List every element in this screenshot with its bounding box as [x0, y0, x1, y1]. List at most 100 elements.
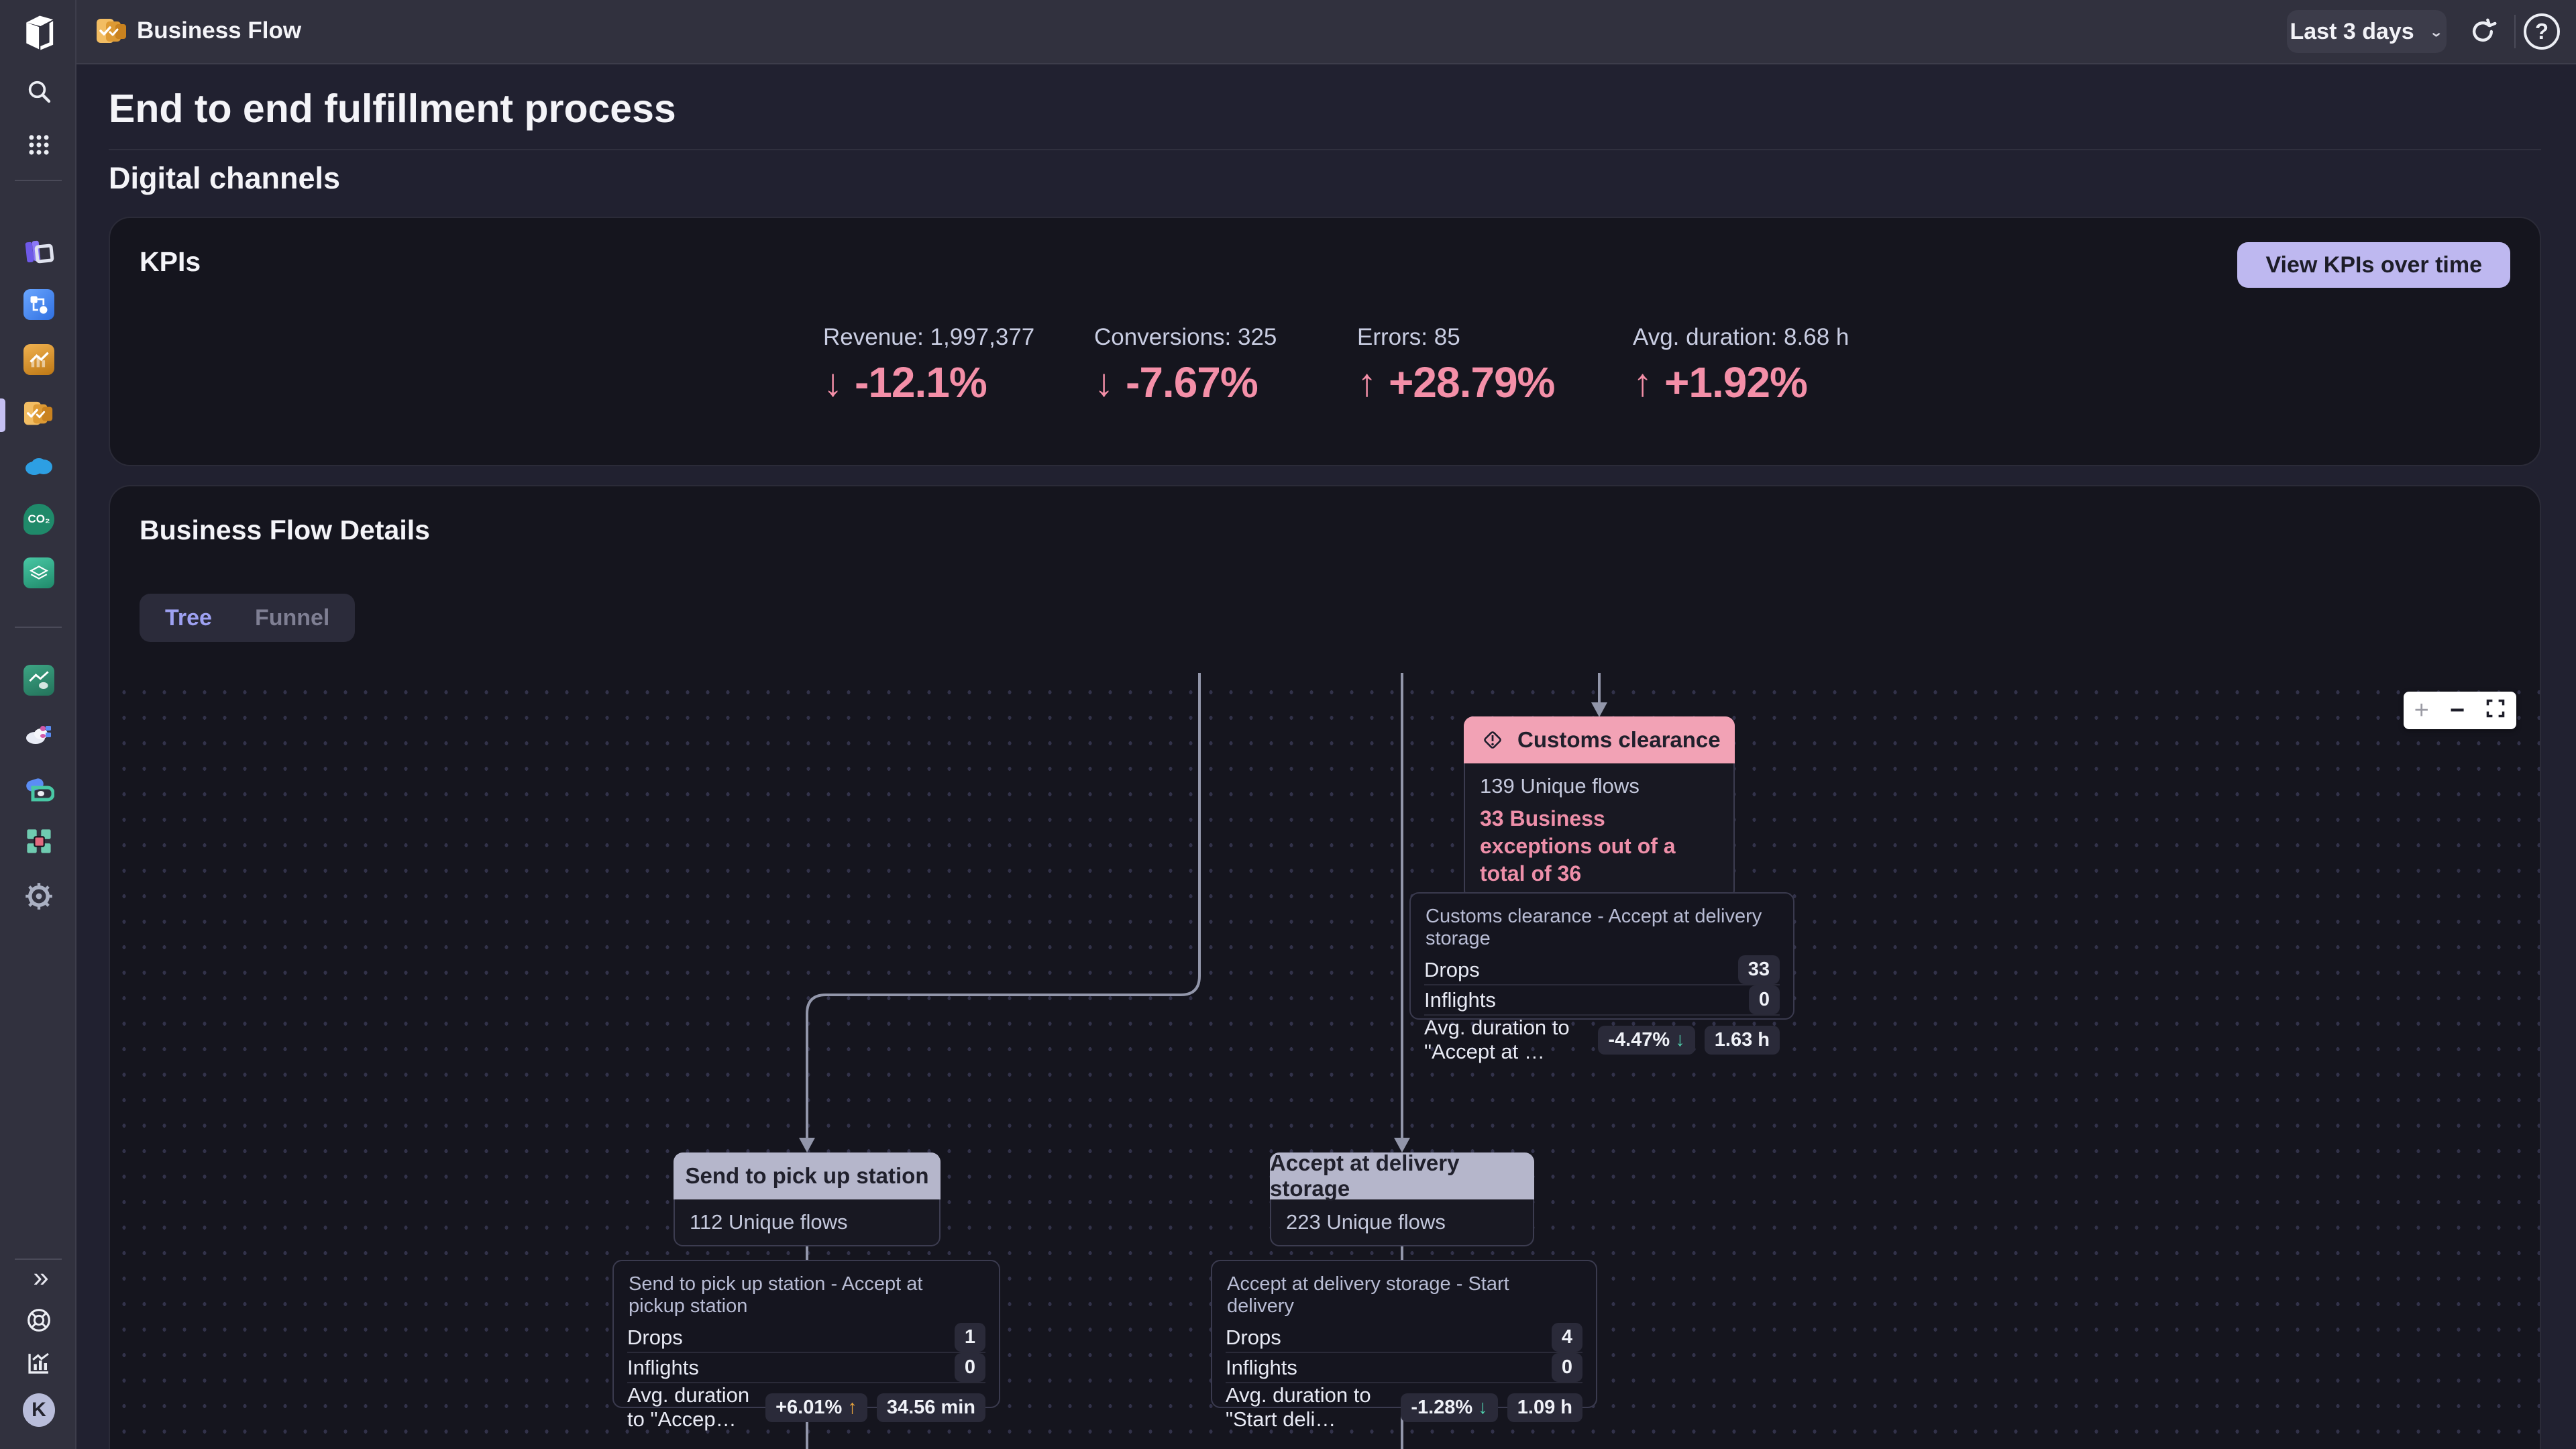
kpi-change-value: +28.79%: [1389, 358, 1555, 407]
edge-to-send-node: [806, 673, 1201, 1138]
row-label: Avg. duration to "Accep…: [627, 1383, 750, 1431]
arrow-up-icon: ↑: [1633, 360, 1652, 405]
edge-card-title: Accept at delivery storage - Start deliv…: [1227, 1273, 1509, 1317]
zoom-in-button[interactable]: +: [2414, 696, 2429, 724]
kpi-panel-title: KPIs: [140, 246, 201, 277]
flow-edges: [799, 673, 1607, 1449]
question-mark-icon: ?: [2534, 19, 2549, 44]
arrow-down-icon: ↓: [1094, 360, 1114, 405]
arrow-up-icon: ↑: [1357, 360, 1377, 405]
row-label: Inflights: [627, 1355, 699, 1379]
app-sidebar: CO₂: [0, 0, 76, 1449]
inflights-row: Inflights 0: [627, 1352, 985, 1382]
inflights-value-badge: 0: [954, 1353, 985, 1382]
drops-row: Drops 4: [1226, 1323, 1582, 1352]
active-app-indicator: [0, 398, 5, 432]
business-exceptions-text: 33 Business exceptions out of a total of…: [1480, 806, 1676, 885]
fit-screen-button[interactable]: [2485, 698, 2506, 723]
kpi-label: Avg. duration: 8.68 h: [1633, 324, 1849, 350]
double-chevron-right-icon: »: [33, 1261, 48, 1293]
node-header: Accept at delivery storage: [1270, 1150, 1534, 1201]
usage-chart-icon[interactable]: [23, 1347, 55, 1379]
arrowhead: [1394, 1138, 1410, 1152]
drops-value-badge: 4: [1551, 1323, 1582, 1352]
kpi-change-value: +1.92%: [1664, 358, 1808, 407]
help-button[interactable]: ?: [2524, 13, 2560, 50]
unique-flows-text: 112 Unique flows: [690, 1210, 848, 1234]
unique-flows-text: 223 Unique flows: [1286, 1210, 1446, 1234]
row-label: Avg. duration to "Start deli…: [1226, 1383, 1371, 1431]
arrow-down-icon: ↓: [823, 360, 843, 405]
dynatrace-logo-icon[interactable]: [17, 12, 59, 54]
row-label: Inflights: [1226, 1355, 1297, 1379]
sidebar-item-services[interactable]: [23, 773, 55, 805]
node-header-error: Customs clearance: [1464, 716, 1735, 763]
sidebar-item-kubernetes[interactable]: [23, 825, 55, 857]
kpi-revenue: Revenue: 1,997,377 ↓ -12.1%: [823, 324, 1034, 407]
tab-funnel[interactable]: Funnel: [254, 604, 330, 631]
topbar-divider: [2514, 15, 2516, 48]
sidebar-item-reports[interactable]: [23, 664, 55, 696]
diagram-zoom-controls: + −: [2404, 692, 2516, 729]
user-avatar[interactable]: K: [23, 1393, 55, 1427]
details-panel-title: Business Flow Details: [140, 515, 430, 545]
row-label: Drops: [1424, 957, 1480, 981]
kpi-conversions: Conversions: 325 ↓ -7.67%: [1094, 324, 1277, 407]
edge-card-customs-to-accept[interactable]: Customs clearance - Accept at delivery s…: [1409, 892, 1794, 1063]
inflights-row: Inflights 0: [1424, 984, 1780, 1014]
duration-value-badge: 1.09 h: [1507, 1393, 1582, 1422]
chevron-down-icon: ⌄: [2428, 23, 2444, 40]
support-lifering-icon[interactable]: [23, 1304, 55, 1336]
node-accept-at-delivery-storage[interactable]: Accept at delivery storage 223 Unique fl…: [1270, 1150, 1534, 1246]
duration-value-badge: 1.63 h: [1704, 1025, 1780, 1055]
row-label: Inflights: [1424, 987, 1496, 1012]
edge-card-title: Customs clearance - Accept at delivery s…: [1426, 906, 1762, 949]
title-divider: [109, 149, 2541, 150]
avg-duration-row: Avg. duration to "Start deli… -1.28% ↓ 1…: [1226, 1382, 1582, 1432]
top-bar: Business Flow Last 3 days ⌄ ?: [0, 0, 2576, 64]
kpi-label: Revenue: 1,997,377: [823, 324, 1035, 350]
arrowhead: [799, 1138, 815, 1152]
node-send-to-pickup-station[interactable]: Send to pick up station 112 Unique flows: [674, 1152, 941, 1246]
kpi-label: Conversions: 325: [1094, 324, 1277, 350]
kpi-change-value: -12.1%: [855, 358, 987, 407]
sidebar-item-dashboards[interactable]: [23, 236, 55, 268]
sidebar-item-settings-gear[interactable]: [23, 880, 55, 912]
page-app-title: Business Flow: [137, 17, 302, 44]
time-range-value: Last 3 days: [2290, 18, 2414, 44]
sidebar-item-workflows[interactable]: [23, 288, 55, 321]
node-title: Send to pick up station: [685, 1163, 929, 1188]
sidebar-item-layers[interactable]: [23, 557, 55, 589]
node-customs-clearance[interactable]: Customs clearance 139 Unique flows 33 Bu…: [1464, 716, 1735, 900]
inflights-value-badge: 0: [1748, 985, 1780, 1014]
sidebar-divider: [15, 180, 62, 181]
page-subtitle: Digital channels: [109, 161, 341, 195]
kpi-panel: KPIs View KPIs over time Revenue: 1,997,…: [109, 217, 2541, 466]
edge-card-accept-to-start-delivery[interactable]: Accept at delivery storage - Start deliv…: [1211, 1260, 1597, 1431]
business-flow-app-icon: [95, 16, 129, 48]
edge-card-send-to-accept-pickup[interactable]: Send to pick up station - Accept at pick…: [612, 1260, 1000, 1431]
tab-tree[interactable]: Tree: [165, 604, 212, 631]
view-kpis-over-time-button[interactable]: View KPIs over time: [2237, 242, 2510, 288]
view-tabs: Tree Funnel: [140, 594, 356, 642]
drops-row: Drops 33: [1424, 955, 1780, 984]
time-range-selector[interactable]: Last 3 days ⌄: [2287, 10, 2447, 53]
node-header: Send to pick up station: [674, 1152, 941, 1199]
refresh-button[interactable]: [2463, 12, 2502, 51]
search-icon[interactable]: [23, 75, 55, 107]
arrow-down-icon: ↓: [1675, 1028, 1685, 1051]
expand-sidebar-icon[interactable]: »: [23, 1261, 55, 1293]
arrow-down-icon: ↓: [1478, 1396, 1488, 1418]
sidebar-item-salesforce[interactable]: [23, 451, 55, 483]
zoom-out-button[interactable]: −: [2449, 696, 2465, 724]
user-initial: K: [32, 1399, 46, 1421]
inflights-row: Inflights 0: [1226, 1352, 1582, 1382]
sidebar-item-carbon[interactable]: CO₂: [23, 503, 55, 535]
sidebar-item-business-flow[interactable]: [23, 398, 55, 431]
row-label: Drops: [627, 1325, 683, 1349]
kpi-errors: Errors: 85 ↑ +28.79%: [1357, 324, 1555, 407]
apps-grid-icon[interactable]: [23, 129, 55, 161]
kpi-label: Errors: 85: [1357, 324, 1460, 350]
sidebar-item-analytics[interactable]: [23, 343, 55, 376]
sidebar-item-cloud-apps[interactable]: [23, 718, 55, 750]
